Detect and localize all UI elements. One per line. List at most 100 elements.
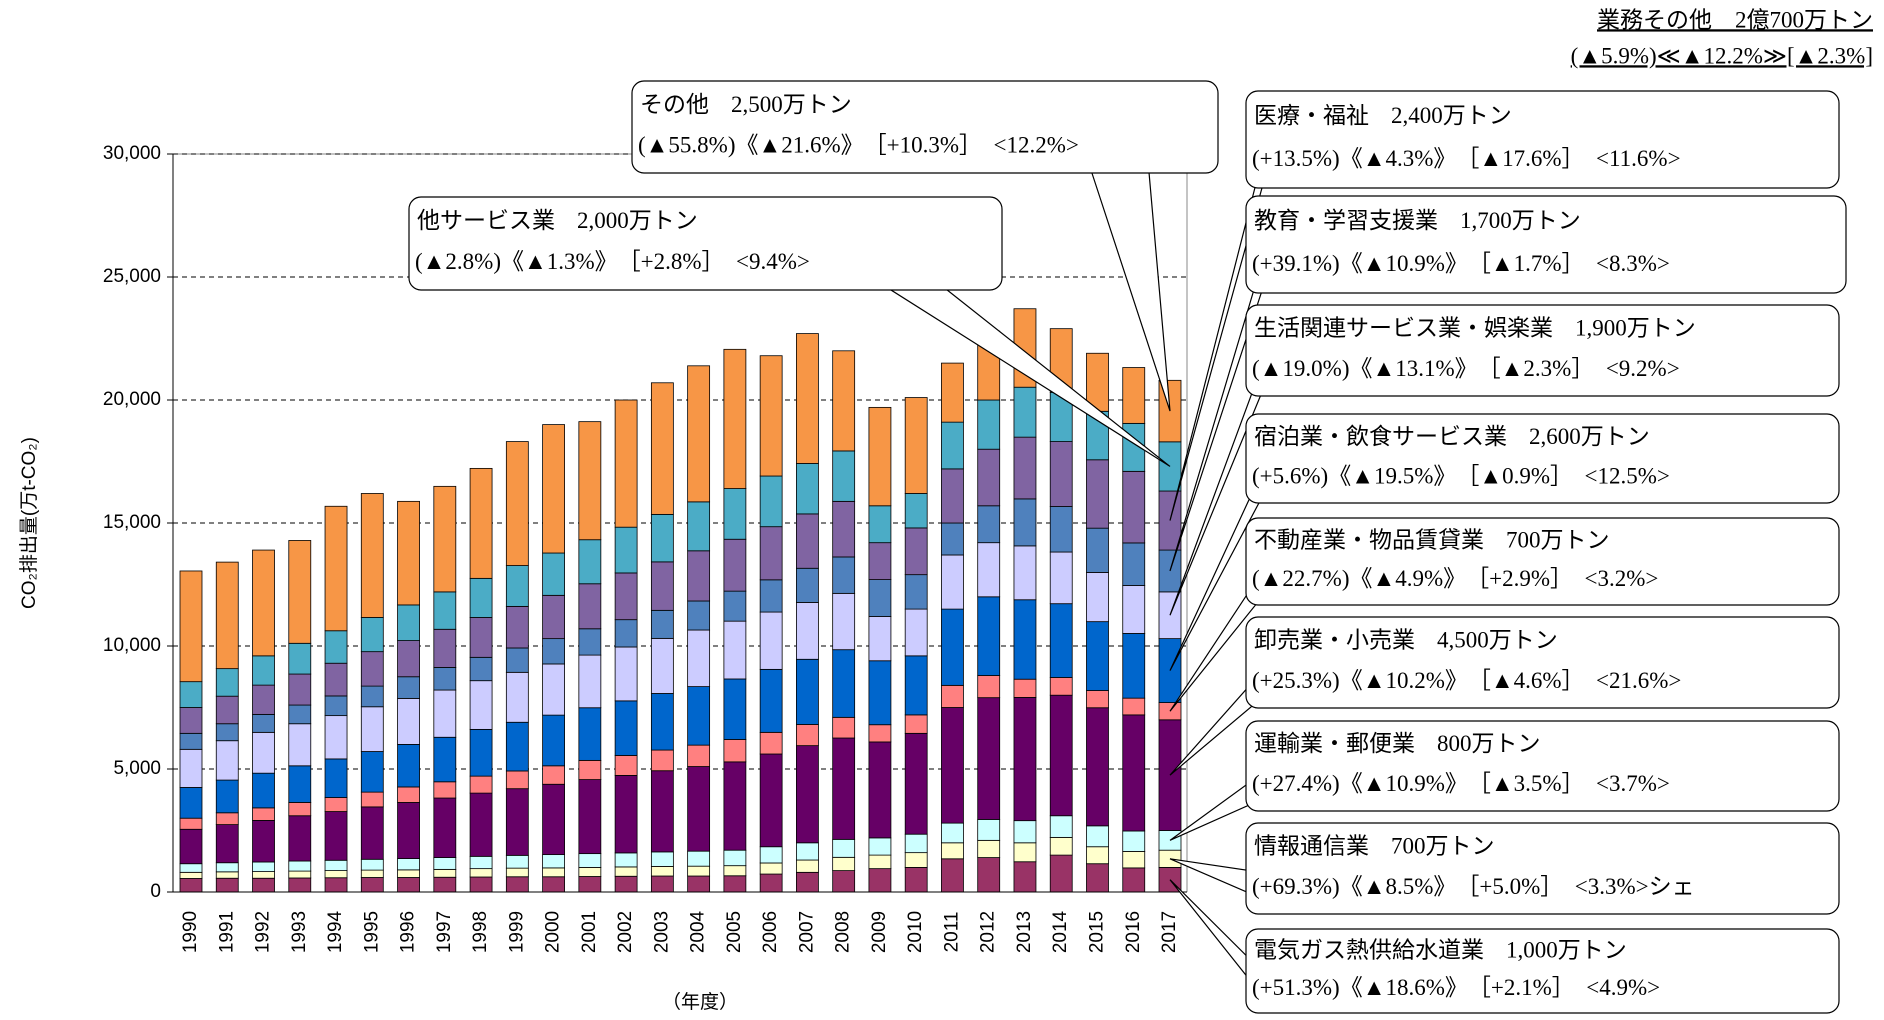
bar-segment: [252, 731, 275, 774]
bar-segment: [1013, 861, 1037, 893]
bar-segment: [288, 673, 312, 706]
bar-segment: [252, 877, 275, 893]
bar-segment: [397, 697, 420, 745]
bar-segment: [288, 815, 312, 862]
bar-segment: [759, 526, 783, 581]
x-tick-label: 2015: [1086, 911, 1107, 953]
callout-title: 卸売業・小売業 4,500万トン: [1254, 628, 1558, 653]
bar-segment: [1086, 690, 1109, 709]
bar-segment: [832, 556, 856, 594]
bar-segment: [542, 854, 565, 869]
bar-segment: [288, 877, 312, 893]
x-tick-label: 2014: [1050, 910, 1071, 953]
bar-segment: [796, 463, 819, 515]
bar-segment: [179, 817, 203, 830]
bar-segment: [469, 876, 493, 893]
bar-segment: [252, 772, 275, 809]
bar-segment: [324, 758, 348, 798]
bar-segment: [397, 802, 420, 859]
bar-segment: [650, 770, 674, 853]
bar-segment: [977, 596, 1001, 676]
bar-segment: [1122, 867, 1146, 893]
bar-segment: [469, 728, 493, 777]
bar-segment: [759, 611, 783, 670]
x-tick-label: 2008: [833, 911, 854, 953]
bar-segment: [941, 421, 964, 470]
bar-segment: [1122, 633, 1146, 699]
bar-segment: [759, 873, 783, 893]
y-tick-label: 25,000: [103, 266, 161, 287]
bar-segment: [941, 608, 964, 686]
x-tick-label: 1992: [253, 911, 274, 953]
bar-segment: [977, 448, 1001, 507]
bar-segment: [505, 565, 529, 607]
bar-segment: [723, 761, 747, 851]
change-label: (+25.3%)《▲10.2%》 ［▲4.6%］ <21.6%>: [1252, 668, 1681, 693]
bar-segment: [796, 745, 819, 844]
bar-segment: [614, 755, 638, 776]
bar-segment: [723, 488, 747, 540]
y-tick-label: 5,000: [113, 758, 161, 779]
x-tick-label: 2002: [615, 911, 636, 953]
bar-segment: [433, 591, 457, 630]
bar-segment: [687, 744, 711, 767]
callout-box: [631, 80, 1219, 174]
callout-box: [1245, 517, 1840, 606]
callout-box: [1245, 413, 1840, 504]
bar-segment: [614, 526, 638, 574]
bar-segment: [796, 602, 819, 660]
bar-segment: [578, 853, 602, 868]
bar-segment: [179, 707, 203, 734]
bar-segment: [650, 693, 674, 751]
bar-segment: [252, 549, 275, 657]
bar-segment: [578, 628, 602, 656]
bar-segment: [542, 876, 565, 893]
bar-segment: [904, 527, 928, 576]
bar-segment: [832, 500, 856, 558]
callout-title: 教育・学習支援業 1,700万トン: [1254, 208, 1581, 233]
bar-segment: [1049, 815, 1073, 838]
bar-segment: [360, 685, 384, 708]
bar-segment: [1122, 830, 1146, 852]
bar-segment: [578, 539, 602, 585]
bar-segment: [324, 505, 348, 632]
bar-segment: [215, 561, 239, 670]
x-tick-label: 1999: [506, 911, 527, 953]
x-tick-label: 1995: [361, 911, 382, 953]
callout-title: 生活関連サービス業・娯楽業 1,900万トン: [1254, 316, 1696, 341]
bar-segment: [759, 731, 783, 755]
x-tick-label: 1998: [470, 911, 491, 953]
bar-segment: [868, 741, 892, 839]
bar-segment: [542, 552, 565, 596]
bar-segment: [179, 828, 203, 865]
bar-segment: [650, 866, 674, 877]
bar-segment: [614, 866, 638, 877]
bar-segment: [505, 441, 529, 566]
bar-segment: [542, 765, 565, 785]
bar-segment: [614, 572, 638, 621]
amount-label: 800万トン: [1437, 731, 1541, 756]
bar-segment: [1013, 678, 1037, 698]
bar-segment: [723, 865, 747, 877]
bar-segment: [796, 724, 819, 747]
bar-segment: [578, 876, 602, 893]
bar-segment: [614, 852, 638, 868]
bar-segment: [796, 859, 819, 873]
bar-segment: [288, 723, 312, 767]
change-label: (+5.6%)《▲19.5%》 ［▲0.9%］ <12.5%>: [1252, 463, 1670, 488]
bar-segment: [252, 861, 275, 872]
amount-label: 1,900万トン: [1575, 316, 1696, 341]
bar-segment: [687, 600, 711, 631]
bar-segment: [542, 638, 565, 665]
callout-box: [1245, 720, 1840, 812]
bar-segment: [687, 550, 711, 602]
y-tick-label: 0: [150, 881, 161, 902]
bar-segment: [868, 854, 892, 870]
bar-segment: [1122, 470, 1146, 544]
x-tick-label: 1990: [180, 911, 201, 953]
callout-box: [1245, 616, 1840, 709]
series-name: 医療・福祉: [1254, 103, 1369, 128]
bar-segment: [1013, 599, 1037, 680]
bar-segment: [796, 567, 819, 603]
bar-segment: [324, 630, 348, 664]
